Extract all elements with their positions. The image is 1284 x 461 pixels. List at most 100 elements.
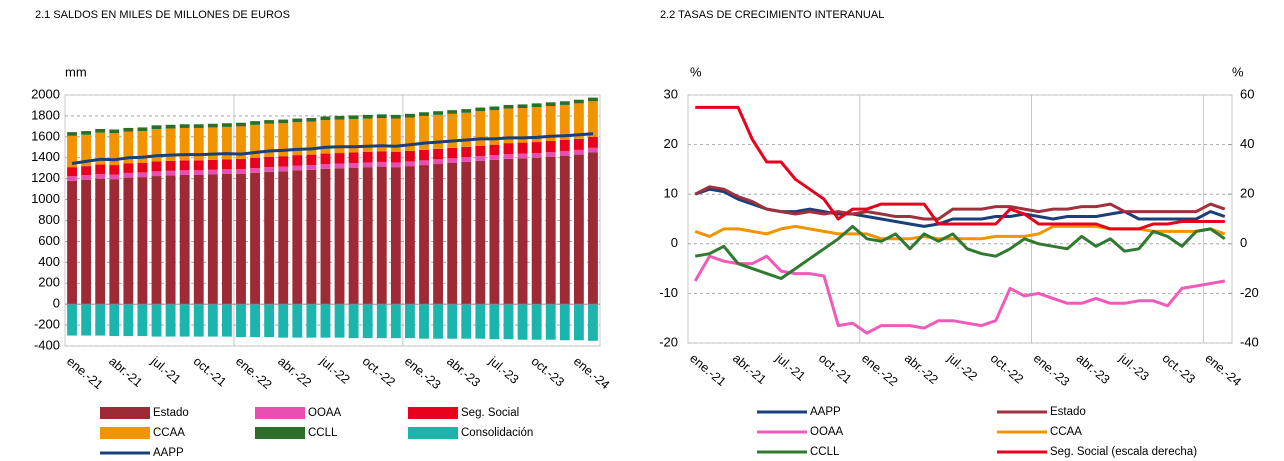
bar: [292, 155, 303, 166]
bar: [81, 175, 92, 180]
bar: [447, 162, 458, 305]
bar: [376, 118, 387, 152]
bar: [475, 145, 486, 157]
bar: [306, 121, 317, 155]
bar: [376, 114, 387, 119]
x-tick-label: jul.-22: [317, 353, 353, 386]
bar: [376, 304, 387, 339]
legend-label: Seg. Social: [461, 407, 519, 419]
x-tick-label: ene.-21: [687, 351, 729, 389]
bar: [503, 154, 514, 159]
bar: [531, 142, 542, 154]
bar: [334, 304, 345, 338]
bar: [461, 161, 472, 305]
bar: [573, 304, 584, 341]
bar: [81, 304, 92, 336]
bar: [123, 163, 134, 173]
bar: [123, 127, 134, 132]
bar: [306, 154, 317, 166]
legend-label: OOAA: [810, 426, 844, 438]
legend-label: Estado: [1050, 406, 1086, 418]
bar: [193, 127, 204, 161]
y2-tick-label: 0: [1240, 235, 1247, 250]
bar: [334, 163, 345, 169]
bar: [95, 128, 106, 133]
bar: [376, 161, 387, 167]
bar: [362, 162, 373, 168]
bar: [433, 111, 444, 115]
bar: [362, 304, 373, 339]
bar: [165, 124, 176, 129]
bar: [179, 170, 190, 176]
bar: [390, 304, 401, 339]
bar: [573, 138, 584, 150]
bar: [447, 113, 458, 148]
bar: [151, 171, 162, 177]
bar: [236, 122, 246, 127]
bar: [320, 153, 331, 165]
bar: [123, 172, 134, 178]
bar: [362, 118, 373, 152]
bar: [588, 304, 598, 341]
bar: [433, 114, 444, 149]
bar: [559, 155, 570, 305]
bar: [278, 156, 289, 167]
bar: [531, 304, 542, 340]
y-tick-label: 200: [38, 275, 60, 290]
chart-title: 2.1 SALDOS EN MILES DE MILLONES DE EUROS: [35, 9, 290, 21]
line: [694, 185, 1226, 221]
x-tick-label: ene.-24: [1202, 351, 1244, 389]
bar: [362, 167, 373, 305]
bar: [236, 173, 246, 305]
bar: [137, 127, 148, 132]
legend-swatch: [100, 407, 150, 419]
bar: [221, 304, 232, 337]
plot-frame: [687, 94, 1233, 344]
bar: [390, 114, 401, 119]
bar: [419, 165, 429, 305]
bar: [250, 157, 260, 169]
bar: [320, 168, 331, 305]
x-tick-label: oct.-21: [191, 354, 229, 389]
x-tick-label: oct.-22: [360, 354, 398, 389]
bar: [390, 118, 401, 152]
bar: [348, 152, 359, 163]
bar: [165, 160, 176, 171]
bar: [137, 304, 148, 337]
legend-label: CCLL: [810, 446, 840, 458]
y-tick-label: 10: [664, 186, 678, 201]
bar: [165, 304, 176, 337]
bar: [179, 304, 190, 337]
bar: [109, 179, 120, 305]
bar: [573, 99, 584, 104]
x-tick-label: jul.-22: [944, 350, 980, 383]
bar: [475, 156, 486, 161]
bar: [264, 167, 275, 172]
bar: [419, 115, 429, 150]
y-tick-label: 0: [671, 235, 678, 250]
bar: [447, 110, 458, 114]
bar: [376, 166, 387, 305]
bar: [193, 175, 204, 305]
bar: [306, 118, 317, 122]
bar: [405, 166, 415, 305]
bar: [95, 178, 106, 305]
x-tick-label: abr.-22: [275, 354, 314, 390]
bar: [306, 169, 317, 305]
x-tick-label: jul.-21: [772, 350, 808, 383]
bar: [264, 304, 275, 338]
x-tick-label: abr.-23: [444, 354, 483, 390]
bar: [207, 123, 218, 128]
bar: [250, 124, 260, 158]
bar: [334, 153, 345, 164]
bar: [236, 169, 246, 174]
bar: [207, 127, 218, 160]
bar: [573, 103, 584, 139]
bar: [221, 169, 232, 174]
bar: [137, 162, 148, 173]
bar: [123, 304, 134, 337]
y2-tick-label: -20: [1240, 285, 1259, 300]
bar: [278, 119, 289, 124]
y-tick-label: 600: [38, 233, 60, 248]
